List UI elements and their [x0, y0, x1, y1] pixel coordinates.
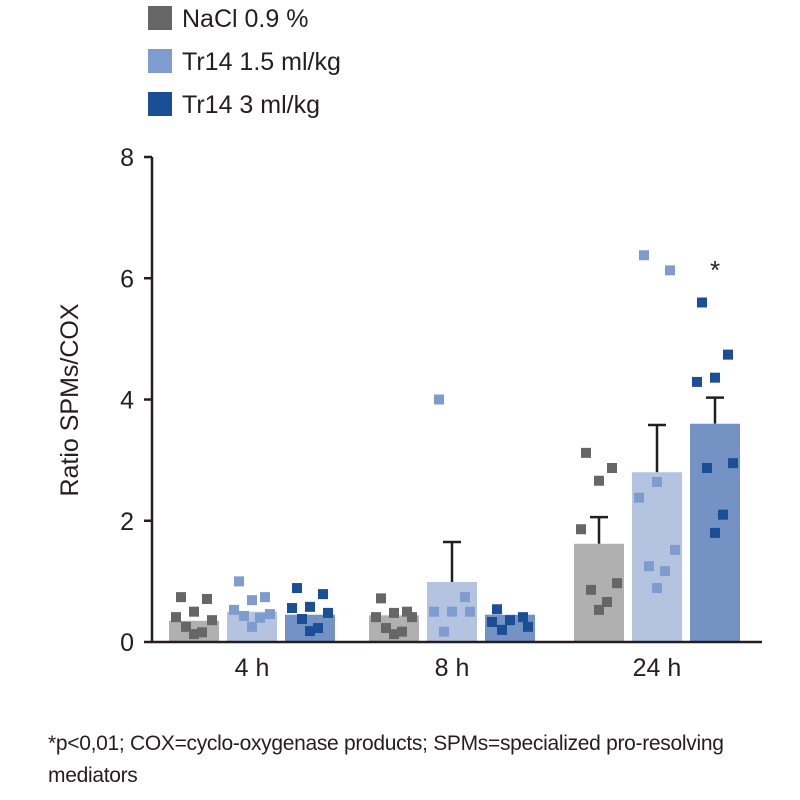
data-point: [176, 592, 186, 603]
data-point: [260, 592, 270, 603]
data-point: [305, 626, 315, 637]
data-point: [523, 621, 533, 632]
data-point: [239, 610, 249, 621]
y-tick-label: 8: [120, 144, 134, 172]
data-point: [297, 613, 307, 624]
legend-swatch: [148, 6, 172, 30]
y-tick-label: 2: [120, 508, 134, 536]
data-point: [665, 265, 675, 276]
data-point: [718, 509, 728, 520]
data-point: [402, 606, 412, 617]
chart-marks: *: [169, 250, 740, 642]
data-point: [612, 578, 622, 589]
data-point: [702, 463, 712, 474]
data-point: [692, 376, 702, 387]
data-point: [371, 612, 381, 623]
bar-chart: NaCl 0.9 % Tr14 1.5 ml/kg Tr14 3 ml/kg * 0…: [56, 5, 762, 682]
data-point: [234, 576, 244, 587]
legend-label: NaCl 0.9 %: [182, 5, 308, 33]
data-point: [171, 612, 181, 623]
data-point: [660, 566, 670, 577]
data-point: [376, 593, 386, 604]
data-point: [323, 607, 333, 618]
data-point: [670, 544, 680, 555]
data-point: [639, 250, 649, 261]
data-point: [189, 606, 199, 617]
legend-label: Tr14 1.5 ml/kg: [182, 48, 341, 76]
data-point: [181, 621, 191, 632]
data-point: [202, 593, 212, 604]
data-point: [594, 604, 604, 615]
significance-marker: *: [710, 255, 720, 285]
data-point: [634, 492, 644, 503]
data-point: [710, 372, 720, 383]
data-point: [465, 606, 475, 617]
y-tick-label: 0: [120, 629, 134, 657]
bar: [574, 543, 624, 642]
data-point: [318, 589, 328, 600]
data-point: [607, 463, 617, 474]
data-point: [265, 609, 275, 620]
data-point: [229, 604, 239, 615]
data-point: [397, 626, 407, 637]
y-tick-label: 6: [120, 265, 134, 293]
y-axis-label: Ratio SPMs/COX: [56, 303, 84, 496]
data-point: [697, 297, 707, 308]
legend-label: Tr14 3 ml/kg: [182, 91, 320, 119]
data-point: [389, 607, 399, 618]
data-point: [255, 612, 265, 623]
data-point: [602, 596, 612, 607]
data-point: [723, 349, 733, 360]
data-point: [487, 616, 497, 627]
data-point: [652, 476, 662, 487]
data-point: [189, 629, 199, 640]
data-point: [644, 561, 654, 572]
data-point: [652, 583, 662, 594]
data-point: [447, 606, 457, 617]
y-tick-label: 4: [120, 387, 134, 415]
data-point: [292, 583, 302, 594]
data-point: [407, 612, 417, 623]
data-point: [434, 394, 444, 405]
data-point: [429, 606, 439, 617]
data-point: [586, 584, 596, 595]
data-point: [389, 629, 399, 640]
data-point: [460, 592, 470, 603]
data-point: [581, 447, 591, 458]
data-point: [497, 624, 507, 635]
data-point: [728, 458, 738, 469]
data-point: [518, 612, 528, 623]
axes: 0 2 4 6 8 4 h 8 h 24 h: [120, 144, 762, 682]
data-point: [381, 623, 391, 634]
data-point: [439, 626, 449, 637]
data-point: [305, 601, 315, 612]
data-point: [287, 603, 297, 614]
x-tick-label: 8 h: [435, 654, 470, 682]
data-point: [207, 615, 217, 626]
data-point: [576, 524, 586, 535]
data-point: [710, 527, 720, 538]
legend-swatch: [148, 92, 172, 116]
footnote: *p<0,01; COX=cyclo-oxygenase products; S…: [48, 732, 724, 787]
data-point: [247, 621, 257, 632]
legend-swatch: [148, 49, 172, 73]
data-point: [313, 623, 323, 634]
data-point: [247, 595, 257, 606]
data-point: [197, 627, 207, 638]
data-point: [505, 615, 515, 626]
data-point: [492, 604, 502, 615]
x-tick-label: 4 h: [235, 654, 270, 682]
legend: NaCl 0.9 % Tr14 1.5 ml/kg Tr14 3 ml/kg: [148, 5, 341, 119]
x-tick-label: 24 h: [633, 654, 682, 682]
data-point: [594, 475, 604, 486]
